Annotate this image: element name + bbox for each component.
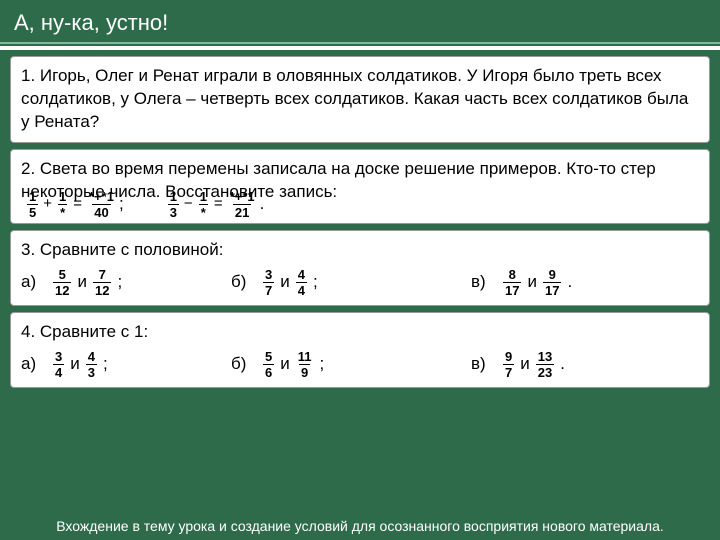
task3-b: б) 37 и 44 ; bbox=[231, 268, 471, 297]
task3-c: в) 817 и 917 . bbox=[471, 268, 572, 297]
fraction: 13 bbox=[168, 190, 179, 219]
task1-card: 1. Игорь, Олег и Ренат играли в оловянны… bbox=[10, 56, 710, 143]
label-b: б) bbox=[231, 271, 257, 294]
task4-b: б) 56 и 119 ; bbox=[231, 350, 471, 379]
fraction: 43 bbox=[86, 350, 97, 379]
task3-row: а) 512 и 712 ; б) 37 и 44 ; в) 817 и 917… bbox=[21, 268, 699, 297]
task2-card: 2. Света во время перемены записала на д… bbox=[10, 149, 710, 224]
and: и bbox=[527, 271, 537, 294]
tail: ; bbox=[319, 353, 324, 376]
task3-card: 3. Сравните с половиной: а) 512 и 712 ; … bbox=[10, 230, 710, 306]
tail: . bbox=[260, 193, 265, 216]
fraction: 712 bbox=[93, 268, 111, 297]
slide-title: А, ну-ка, устно! bbox=[0, 0, 720, 42]
task2-equations: 15 + 1* = *+*140 ; 13 − 1* = *+*121 . bbox=[21, 190, 699, 219]
and: и bbox=[77, 271, 87, 294]
task4-card: 4. Сравните с 1: а) 34 и 43 ; б) 56 и 11… bbox=[10, 312, 710, 388]
task2-eq1: 15 + 1* = *+*140 ; bbox=[27, 190, 124, 219]
label-a: а) bbox=[21, 271, 47, 294]
op-minus: − bbox=[182, 194, 195, 214]
task4-row: а) 34 и 43 ; б) 56 и 119 ; в) 97 и 1323 … bbox=[21, 350, 699, 379]
divider-light bbox=[0, 42, 720, 44]
fraction: 44 bbox=[296, 268, 307, 297]
fraction: 15 bbox=[27, 190, 38, 219]
fraction: 34 bbox=[53, 350, 64, 379]
fraction: 56 bbox=[263, 350, 274, 379]
and: и bbox=[280, 353, 290, 376]
divider-white bbox=[0, 46, 720, 50]
label-a: а) bbox=[21, 353, 47, 376]
fraction: 37 bbox=[263, 268, 274, 297]
task1-text: 1. Игорь, Олег и Ренат играли в оловянны… bbox=[21, 65, 699, 134]
task2-eq2: 13 − 1* = *+*121 . bbox=[168, 190, 265, 219]
fraction: 97 bbox=[503, 350, 514, 379]
fraction: 1* bbox=[198, 190, 209, 219]
task4-a: а) 34 и 43 ; bbox=[21, 350, 231, 379]
label-c: в) bbox=[471, 353, 497, 376]
label-b: б) bbox=[231, 353, 257, 376]
task3-text: 3. Сравните с половиной: bbox=[21, 239, 699, 262]
fraction: *+*140 bbox=[87, 190, 116, 219]
task3-a: а) 512 и 712 ; bbox=[21, 268, 231, 297]
op-eq: = bbox=[212, 194, 225, 214]
fraction: *+*121 bbox=[228, 190, 257, 219]
fraction: 1* bbox=[57, 190, 68, 219]
tail: ; bbox=[313, 271, 318, 294]
content-area: 1. Игорь, Олег и Ренат играли в оловянны… bbox=[0, 56, 720, 388]
fraction: 917 bbox=[543, 268, 561, 297]
label-c: в) bbox=[471, 271, 497, 294]
and: и bbox=[280, 271, 290, 294]
op-eq: = bbox=[71, 194, 84, 214]
and: и bbox=[520, 353, 530, 376]
fraction: 119 bbox=[296, 350, 314, 379]
tail: ; bbox=[103, 353, 108, 376]
tail: . bbox=[567, 271, 572, 294]
fraction: 817 bbox=[503, 268, 521, 297]
fraction: 512 bbox=[53, 268, 71, 297]
tail: . bbox=[560, 353, 565, 376]
and: и bbox=[70, 353, 80, 376]
tail: ; bbox=[119, 193, 124, 216]
tail: ; bbox=[117, 271, 122, 294]
footer-text: Вхождение в тему урока и создание услови… bbox=[0, 518, 720, 534]
op-plus: + bbox=[41, 194, 54, 214]
task4-text: 4. Сравните с 1: bbox=[21, 321, 699, 344]
fraction: 1323 bbox=[536, 350, 554, 379]
task4-c: в) 97 и 1323 . bbox=[471, 350, 565, 379]
